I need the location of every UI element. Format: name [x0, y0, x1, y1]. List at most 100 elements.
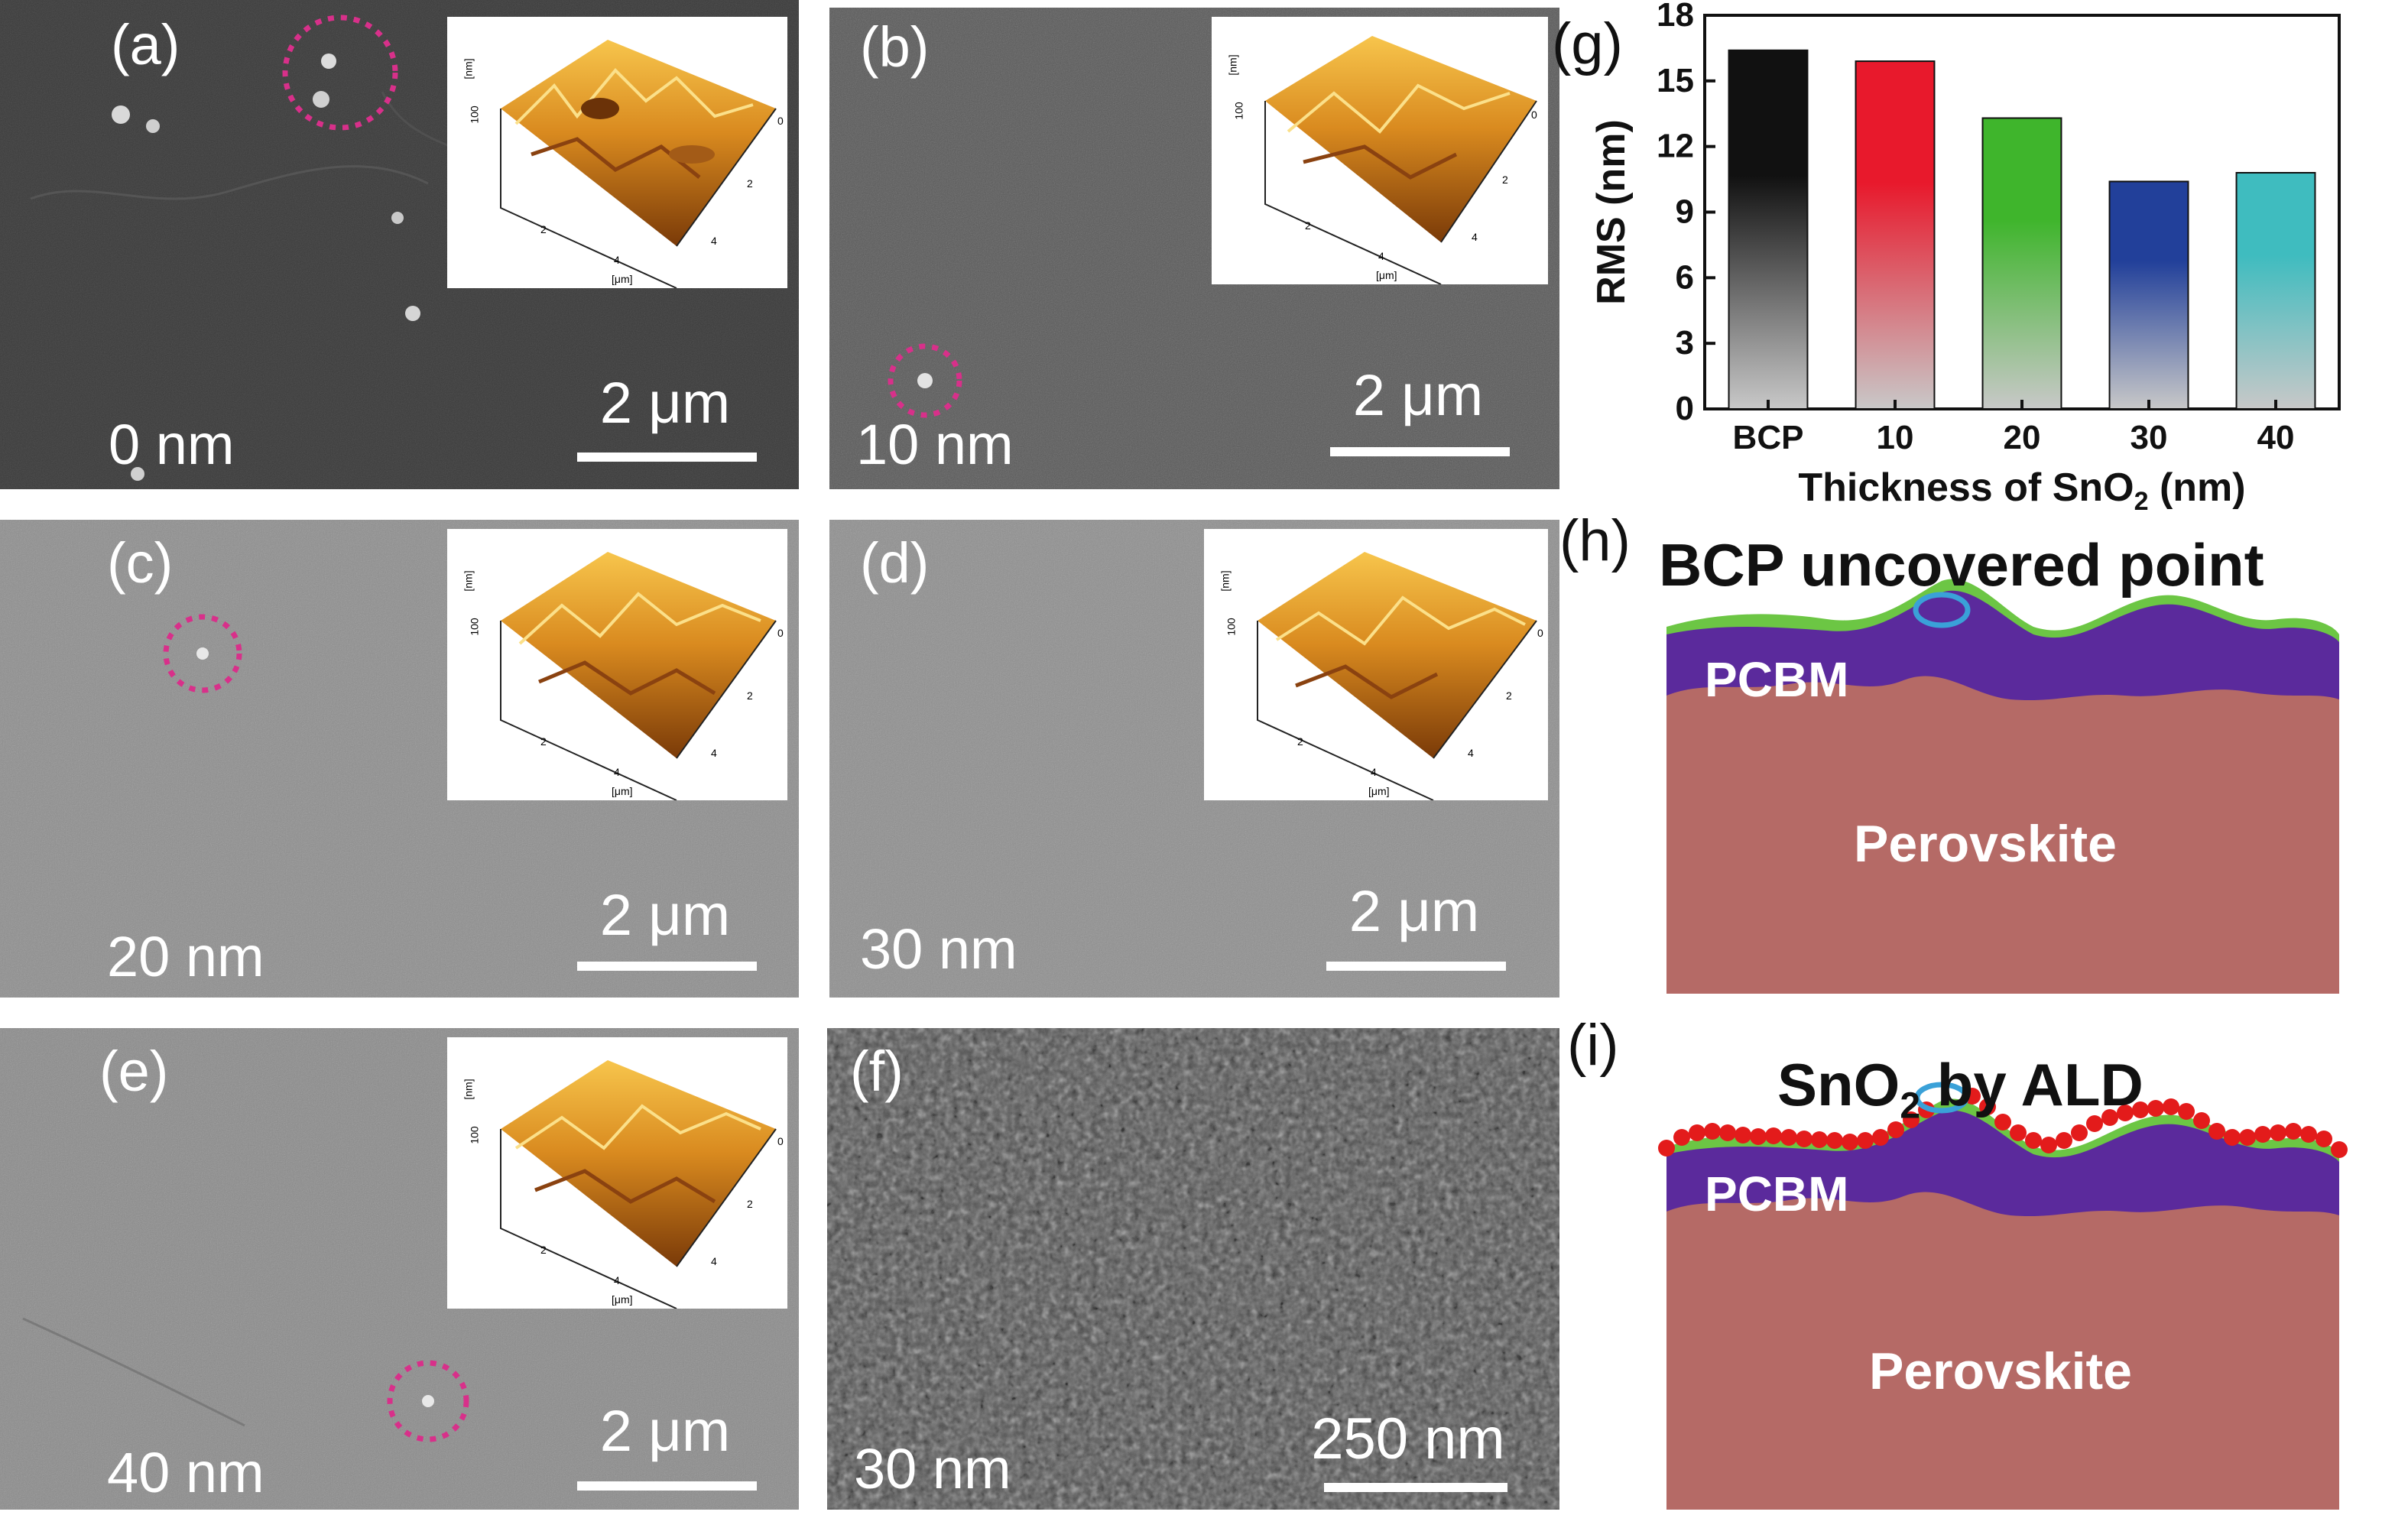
- afm-z-unit: [nm]: [1219, 570, 1232, 592]
- afm-xy-unit: [μm]: [1368, 785, 1390, 797]
- bar-40: [2235, 172, 2316, 410]
- afm-y-tick: 0: [1531, 109, 1537, 121]
- scale-bar-label: 250 nm: [1311, 1406, 1505, 1471]
- thickness-label: 30 nm: [854, 1437, 1011, 1500]
- diagram-i-title-main: SnO: [1777, 1051, 1900, 1118]
- sno2-particle: [1979, 1098, 1996, 1115]
- sno2-particle: [2178, 1103, 2195, 1120]
- scale-bar: [1326, 962, 1506, 971]
- y-tick-label: 9: [1676, 193, 1694, 231]
- panel-label: (e): [99, 1040, 169, 1103]
- scale-bar: [577, 962, 757, 971]
- afm-y-tick: 4: [711, 1255, 717, 1267]
- diagram-i-title-tail: by ALD: [1920, 1051, 2144, 1118]
- sno2-particle: [1750, 1128, 1767, 1145]
- afm-z-tick: 100: [468, 618, 481, 636]
- afm-surface: [1264, 36, 1537, 284]
- y-tick-label: 0: [1676, 390, 1694, 427]
- sno2-particle: [1887, 1121, 1904, 1138]
- afm-inset: 100 [nm] 2 4 0 2 4 [μm]: [447, 529, 787, 800]
- perovskite-layer: [1666, 676, 2339, 994]
- sno2-particle: [2025, 1132, 2042, 1149]
- afm-y-tick: 0: [777, 1135, 784, 1147]
- scale-bar: [1324, 1483, 1507, 1492]
- panel-label-g: (g): [1552, 11, 1623, 76]
- sno2-particle: [2117, 1105, 2134, 1121]
- y-tick-label: 6: [1676, 258, 1694, 296]
- panel-label-i: (i): [1567, 1013, 1619, 1078]
- perovskite-label: Perovskite: [1854, 815, 2117, 873]
- sno2-particle: [2101, 1109, 2118, 1126]
- sno2-particle: [2254, 1126, 2271, 1143]
- sno2-particle: [2132, 1101, 2149, 1118]
- diagram-h: BCP uncovered point PCBM Perovskite: [1651, 527, 2354, 994]
- afm-y-tick: 4: [1472, 231, 1478, 243]
- afm-y-tick: 2: [747, 1198, 753, 1210]
- sno2-particle: [2331, 1141, 2348, 1158]
- afm-z-unit: [nm]: [462, 1079, 475, 1100]
- sno2-ald-particles: [1658, 1088, 2348, 1158]
- sem-panel-c: (c) 20 nm 2 μm 100 [nm] 2 4 0 2 4 [μm]: [0, 520, 799, 998]
- afm-z-unit: [nm]: [462, 58, 475, 79]
- afm-inset: 100 [nm] 2 4 0 2 4 [μm]: [447, 1037, 787, 1309]
- y-tick-label: 3: [1676, 324, 1694, 362]
- scale-bar-label: 2 μm: [1348, 879, 1480, 944]
- sno2-particle: [1857, 1132, 1874, 1149]
- sno2-particle: [1719, 1124, 1736, 1141]
- thickness-label: 0 nm: [109, 413, 235, 476]
- sno2-particle: [1780, 1129, 1797, 1146]
- bar-30: [2108, 180, 2189, 410]
- perovskite-layer: [1666, 1192, 2339, 1510]
- afm-xy-unit: [μm]: [612, 785, 633, 797]
- sem-panel-f: (f) 30 nm 250 nm: [827, 1028, 1559, 1510]
- afm-x-tick: 2: [540, 1244, 547, 1256]
- thickness-label: 40 nm: [107, 1441, 264, 1504]
- afm-x-tick: 2: [540, 735, 547, 748]
- x-tick-label: 30: [2131, 419, 2168, 456]
- diagram-h-title: BCP uncovered point: [1659, 531, 2264, 599]
- afm-z-tick: 100: [1225, 618, 1238, 636]
- sno2-particle: [2163, 1098, 2179, 1115]
- bar-bcp: [1728, 49, 1809, 410]
- afm-x-tick: 4: [614, 254, 620, 266]
- afm-y-tick: 2: [747, 689, 753, 702]
- sno2-particle: [2316, 1131, 2332, 1147]
- sno2-particle: [1658, 1140, 1675, 1157]
- sem-panel-d: (d) 30 nm 2 μm 100 [nm] 2 4 0 2 4 [μm]: [829, 520, 1559, 998]
- sem-panel-e: (e) 40 nm 2 μm 100 [nm] 2 4 0 2 4 [μm]: [0, 1028, 799, 1510]
- panel-label: (c): [107, 531, 174, 595]
- afm-x-tick: 2: [540, 223, 547, 235]
- afm-z-tick: 100: [468, 105, 481, 124]
- afm-surface: [500, 1060, 777, 1309]
- bar-20: [1981, 117, 2062, 410]
- y-axis-label: RMS (nm): [1589, 119, 1634, 305]
- afm-x-tick: 4: [1371, 766, 1377, 778]
- sno2-particle: [2193, 1112, 2210, 1129]
- diagram-i: SnO2 by ALD PCBM Perovskite: [1651, 1047, 2354, 1510]
- y-tick-label: 12: [1657, 128, 1694, 165]
- afm-surface: [1257, 552, 1537, 800]
- afm-z-unit: [nm]: [1226, 54, 1239, 76]
- y-tick-label: 15: [1657, 62, 1694, 99]
- afm-inset: 100 [nm] 2 4 0 2 4 [μm]: [447, 17, 787, 288]
- pcbm-label: PCBM: [1705, 1166, 1849, 1221]
- sno2-particle: [1765, 1127, 1782, 1144]
- afm-surface: [500, 40, 777, 288]
- sno2-particle: [2040, 1137, 2057, 1153]
- perovskite-label: Perovskite: [1869, 1342, 2132, 1400]
- sno2-particle: [1735, 1127, 1751, 1144]
- pcbm-label: PCBM: [1705, 652, 1849, 707]
- afm-xy-unit: [μm]: [612, 1293, 633, 1306]
- scale-bar: [1330, 447, 1510, 456]
- coverage-circle: [1914, 1082, 1969, 1114]
- afm-x-tick: 2: [1297, 735, 1303, 748]
- panel-label-h: (h): [1559, 508, 1631, 573]
- afm-y-tick: 4: [711, 747, 717, 759]
- scale-bar: [577, 453, 757, 462]
- sno2-particle: [2071, 1124, 2088, 1141]
- sno2-particle: [1903, 1111, 1920, 1128]
- afm-y-tick: 2: [1506, 689, 1512, 702]
- afm-y-tick: 4: [1468, 747, 1474, 759]
- afm-xy-unit: [μm]: [1376, 269, 1397, 281]
- afm-x-tick: 2: [1305, 219, 1311, 232]
